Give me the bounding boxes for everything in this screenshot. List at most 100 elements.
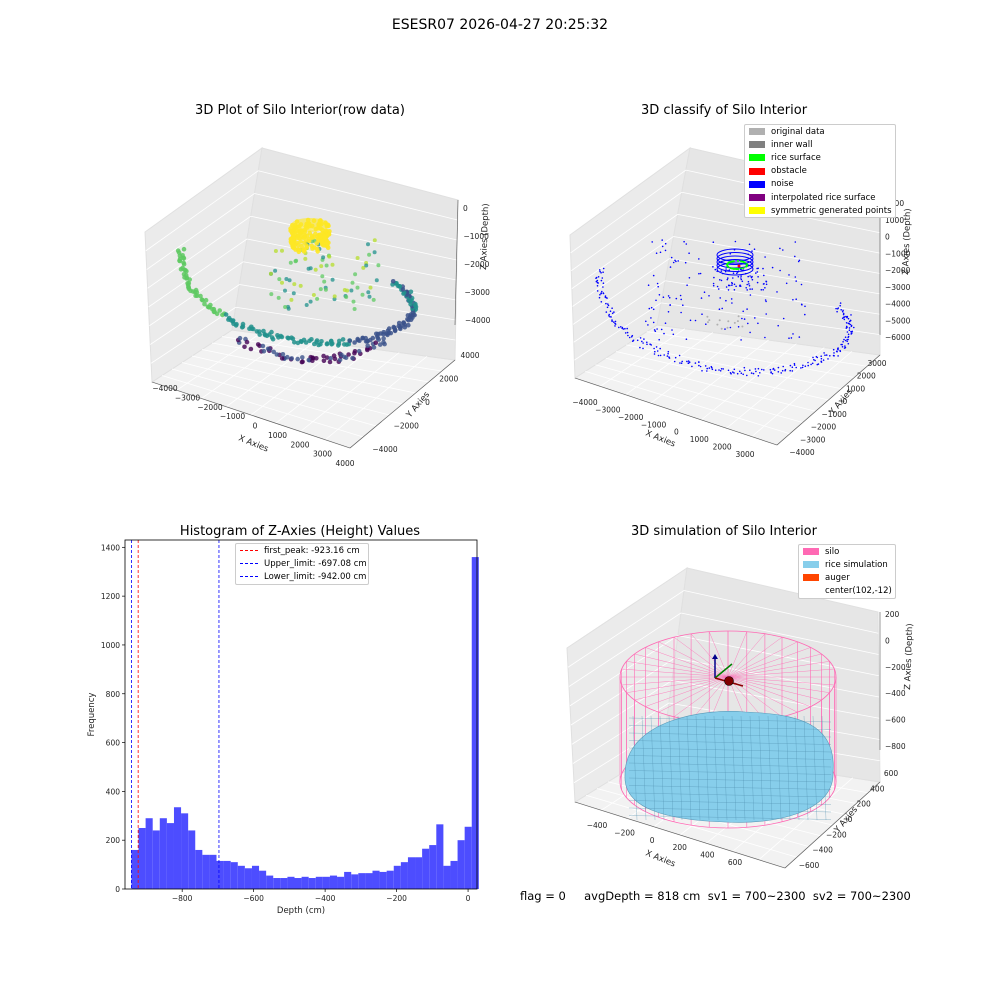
histogram-bar: [308, 878, 316, 889]
noise-point: [624, 332, 627, 334]
data-point: [300, 355, 305, 360]
legend-dash-swatch: [240, 550, 258, 552]
noise-point: [705, 323, 707, 325]
y-tick-label: 1400: [101, 543, 120, 552]
histogram-bar: [329, 875, 338, 889]
noise-point: [844, 345, 846, 347]
noise-point: [839, 349, 841, 352]
silo-roof-line: [727, 676, 822, 701]
data-point: [223, 312, 229, 317]
data-point: [413, 301, 418, 307]
noise-point: [602, 292, 605, 295]
legend-swatch: [749, 180, 765, 188]
noise-point: [746, 289, 748, 291]
legend-item: auger: [799, 571, 895, 584]
noise-point: [607, 304, 610, 307]
noise-point: [800, 367, 802, 369]
noise-point: [667, 295, 670, 297]
data-point: [392, 327, 398, 333]
y-tick-label: 3000: [867, 359, 886, 368]
noise-point: [764, 256, 766, 258]
y-tick-label: 0: [115, 885, 120, 894]
noise-point: [789, 369, 791, 372]
data-point: [182, 275, 187, 280]
noise-point: [659, 251, 662, 254]
grid-line: [573, 280, 666, 343]
original-data-point: [706, 315, 709, 318]
data-point: [310, 355, 316, 361]
data-point: [198, 293, 203, 299]
data-point: [234, 321, 239, 327]
y-tick-label: 400: [870, 784, 885, 793]
noise-point: [779, 247, 781, 250]
noise-point: [666, 355, 669, 357]
data-point: [261, 348, 267, 354]
noise-ring: [716, 252, 754, 265]
data-point: [288, 260, 293, 265]
noise-point: [688, 361, 691, 363]
grid-line: [145, 170, 259, 252]
noise-point: [820, 355, 822, 357]
noise-point: [730, 298, 733, 300]
noise-point: [841, 317, 844, 319]
mesh-line: [628, 725, 832, 730]
data-point: [342, 288, 347, 292]
data-point: [405, 317, 410, 322]
noise-point: [600, 301, 603, 303]
noise-point: [622, 328, 625, 330]
noise-point: [642, 342, 644, 344]
silo-roof-line: [727, 676, 830, 693]
data-point: [401, 320, 406, 326]
noise-point: [762, 283, 765, 285]
data-point: [298, 283, 303, 288]
noise-point: [704, 365, 707, 367]
noise-point: [804, 313, 806, 316]
histogram-bar: [457, 840, 465, 889]
legend-label: Lower_limit: -942.00 cm: [264, 571, 367, 582]
noise-point: [827, 358, 829, 360]
legend-item: Upper_limit: -697.08 cm: [236, 557, 368, 570]
histogram-bar: [287, 876, 295, 889]
noise-point: [743, 366, 746, 369]
noise-point: [678, 354, 681, 357]
noise-point: [664, 249, 667, 252]
mesh-line: [628, 777, 832, 783]
noise-point: [708, 367, 711, 369]
data-point: [327, 359, 333, 365]
noise-point: [780, 372, 782, 374]
noise-point: [660, 328, 663, 331]
histogram-bar: [379, 871, 387, 889]
noise-point: [817, 363, 820, 365]
auger-axis-y: [714, 663, 733, 679]
noise-point: [849, 323, 852, 326]
original-data-point: [733, 321, 736, 324]
noise-point: [653, 353, 656, 355]
noise-point: [675, 297, 678, 300]
noise-point: [599, 270, 601, 273]
noise-point: [729, 252, 732, 255]
noise-point: [685, 338, 688, 340]
noise-point: [741, 269, 743, 271]
grid-line: [258, 170, 458, 221]
noise-point: [763, 274, 765, 277]
x-tick-label: 3000: [735, 450, 754, 459]
noise-point: [701, 370, 703, 372]
noise-point: [731, 282, 734, 285]
noise-point: [740, 277, 742, 279]
obstacle-point: [737, 264, 741, 268]
noise-point: [686, 284, 688, 286]
noise-point: [632, 340, 634, 342]
data-point: [355, 256, 360, 260]
grid-line: [146, 193, 255, 270]
noise-point: [849, 319, 852, 322]
noise-point: [771, 266, 774, 269]
noise-point: [658, 294, 661, 296]
data-point: [318, 234, 323, 240]
noise-point: [793, 364, 796, 366]
data-point: [299, 243, 304, 249]
noise-point: [596, 281, 599, 284]
data-point: [291, 245, 297, 251]
grid-line: [669, 258, 881, 295]
